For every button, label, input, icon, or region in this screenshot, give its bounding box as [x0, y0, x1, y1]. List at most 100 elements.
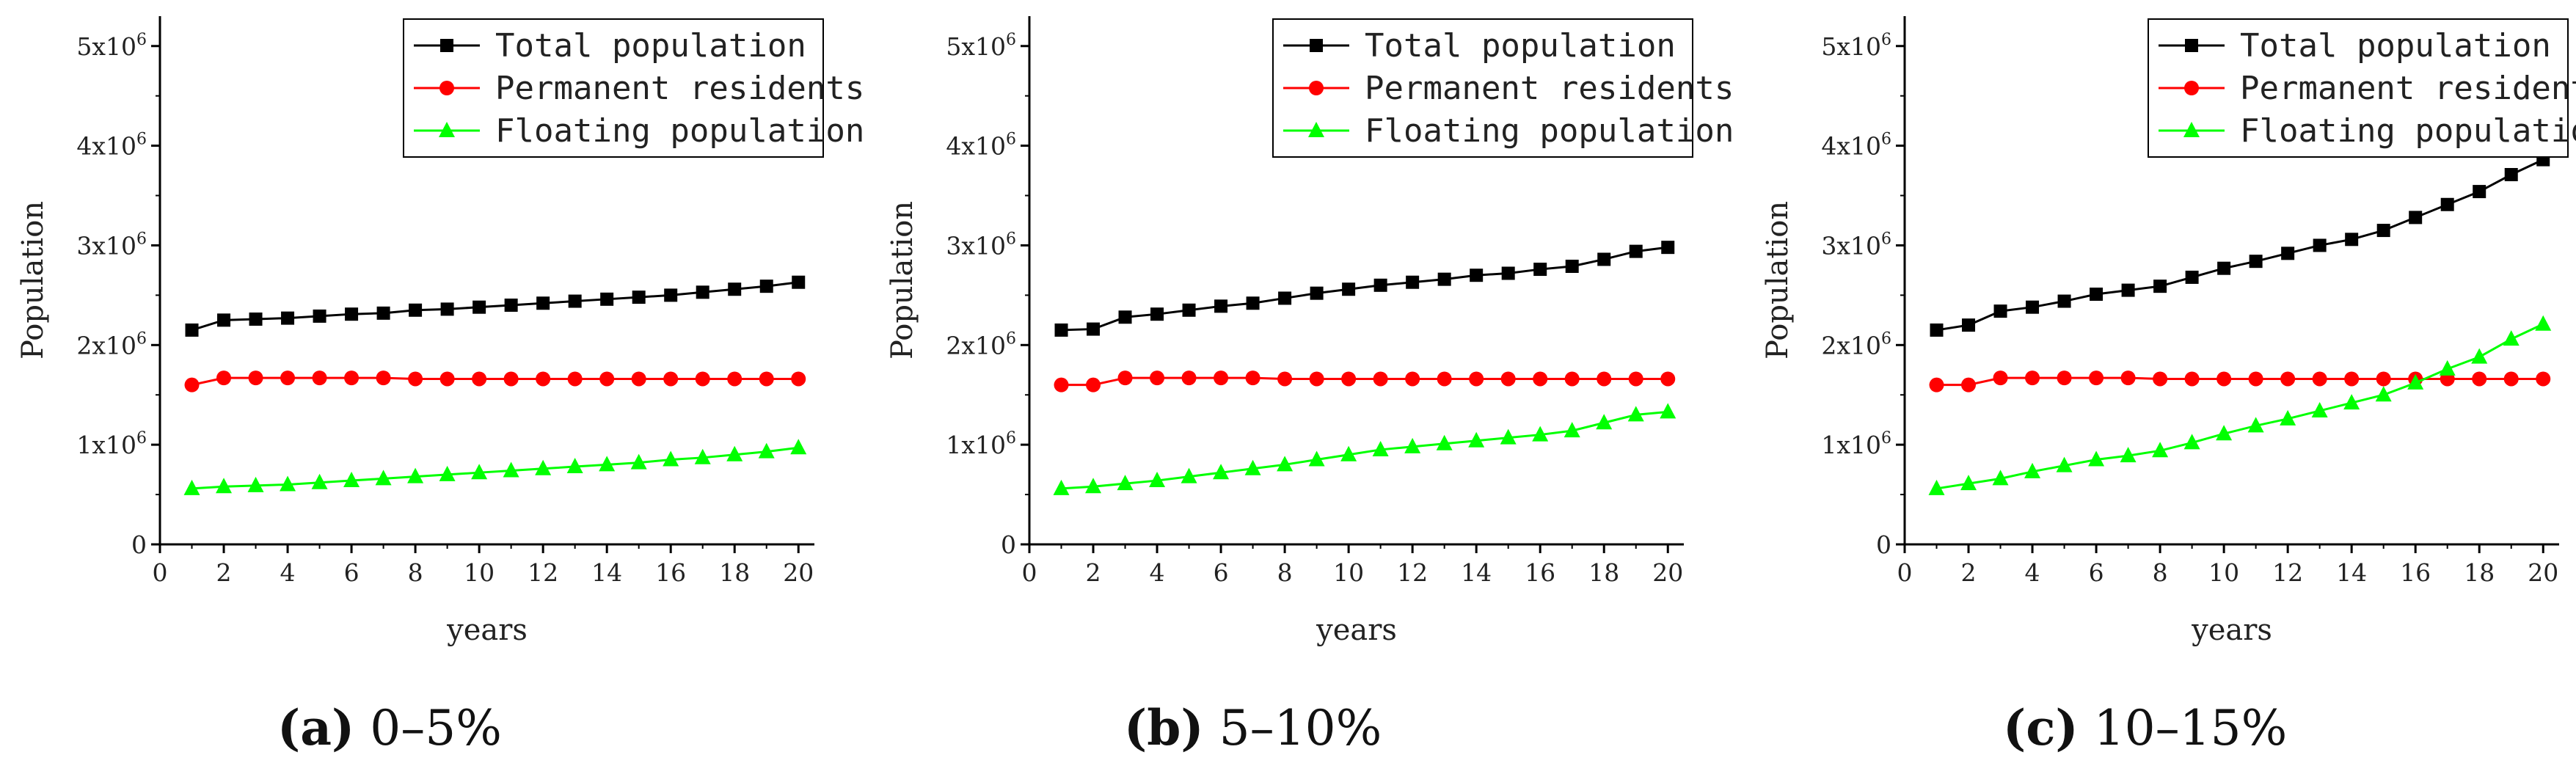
legend-swatch-marker-total-b: [1310, 39, 1323, 52]
point-floating-c: [2056, 456, 2073, 472]
x-tick-label-a: 8: [408, 558, 423, 587]
point-total-a: [504, 298, 518, 312]
point-total-a: [728, 282, 742, 296]
x-tick-label-c: 16: [2400, 558, 2431, 587]
point-permanent-a: [344, 370, 360, 386]
point-floating-c: [2407, 373, 2424, 390]
point-floating-a: [280, 475, 296, 492]
point-floating-a: [694, 448, 711, 464]
y-tick-label-base-c: 0: [1876, 530, 1891, 559]
x-tick-label-c: 4: [2025, 558, 2040, 587]
x-tick-label-b: 16: [1525, 558, 1555, 587]
point-floating-b: [1436, 434, 1453, 450]
point-floating-c: [1928, 479, 1945, 495]
y-tick-label-base-c: 2x10: [1821, 331, 1881, 359]
point-total-b: [1406, 275, 1420, 289]
point-permanent-b: [1437, 371, 1452, 387]
point-total-a: [440, 302, 454, 316]
x-tick-label-a: 20: [783, 558, 814, 587]
y-tick-label-c: 3x106: [1821, 230, 1891, 260]
point-floating-b: [1660, 403, 1676, 419]
y-tick-label-exp-b: 6: [1006, 230, 1016, 248]
point-permanent-b: [1500, 371, 1516, 387]
point-total-a: [632, 291, 646, 304]
y-tick-label-exp-b: 6: [1006, 429, 1016, 448]
point-total-c: [2121, 283, 2135, 297]
y-tick-label-a: 2x106: [76, 329, 147, 359]
y-tick-label-base-a: 2x10: [76, 331, 136, 359]
x-tick-label-b: 0: [1022, 558, 1037, 587]
point-total-a: [185, 323, 199, 337]
x-tick-label-b: 14: [1461, 558, 1492, 587]
point-floating-a: [471, 464, 488, 480]
legend-label-floating-c: Floating population: [2240, 112, 2576, 150]
point-total-b: [1597, 252, 1611, 266]
point-total-c: [1993, 304, 2007, 318]
y-tick-label-base-c: 5x10: [1821, 32, 1881, 61]
point-floating-b: [1468, 431, 1485, 448]
point-permanent-c: [2312, 371, 2327, 387]
caption-b-text: 5–10%: [1204, 700, 1382, 756]
y-tick-label-base-b: 2x10: [946, 331, 1006, 359]
point-permanent-c: [2025, 370, 2040, 386]
point-permanent-a: [376, 370, 391, 386]
legend-label-total-c: Total population: [2240, 27, 2551, 65]
y-tick-label-exp-a: 6: [136, 131, 147, 149]
point-permanent-c: [2280, 371, 2296, 387]
point-permanent-c: [1929, 377, 1944, 393]
caption-c-text: 10–15%: [2079, 700, 2288, 756]
point-permanent-b: [1660, 371, 1676, 387]
point-floating-a: [183, 479, 200, 495]
point-floating-c: [2120, 447, 2137, 463]
y-tick-label-exp-a: 6: [136, 31, 147, 49]
legend-label-floating-a: Floating population: [495, 112, 864, 150]
point-floating-a: [439, 465, 456, 481]
point-total-c: [2345, 233, 2359, 247]
point-floating-a: [758, 442, 775, 459]
point-permanent-c: [2376, 371, 2391, 387]
point-total-c: [2473, 185, 2486, 199]
point-floating-a: [663, 450, 679, 467]
point-permanent-a: [631, 371, 646, 387]
point-permanent-b: [1086, 377, 1101, 393]
y-tick-label-b: 5x106: [946, 31, 1016, 61]
x-tick-label-b: 6: [1214, 558, 1229, 587]
y-tick-label-base-b: 5x10: [946, 32, 1006, 61]
x-tick-label-a: 16: [655, 558, 686, 587]
caption-b-tag: (b): [1124, 699, 1204, 756]
point-total-c: [1930, 323, 1944, 337]
point-floating-a: [343, 472, 360, 488]
x-tick-label-b: 20: [1652, 558, 1683, 587]
point-permanent-a: [312, 370, 327, 386]
point-total-a: [600, 292, 614, 306]
point-floating-c: [2183, 434, 2200, 450]
point-floating-a: [216, 478, 233, 494]
y-tick-label-exp-c: 6: [1881, 31, 1891, 49]
x-tick-label-b: 18: [1588, 558, 1619, 587]
point-floating-b: [1404, 437, 1421, 453]
x-tick-label-c: 18: [2464, 558, 2495, 587]
point-permanent-b: [1181, 370, 1197, 386]
point-permanent-c: [1961, 377, 1977, 393]
legend-swatch-marker-permanent-a: [439, 81, 454, 95]
legend-swatch-marker-floating-c: [2183, 122, 2200, 137]
y-tick-label-exp-a: 6: [136, 230, 147, 248]
caption-a: (a) 0–5%: [277, 699, 502, 756]
point-permanent-c: [2536, 371, 2551, 387]
point-floating-b: [1532, 426, 1549, 442]
point-permanent-c: [2344, 371, 2360, 387]
caption-c-tag: (c): [2003, 699, 2079, 756]
y-axis-title-b: Population: [886, 201, 919, 359]
x-tick-label-c: 10: [2208, 558, 2239, 587]
point-total-b: [1087, 322, 1101, 336]
series-line-floating-c: [1936, 323, 2544, 490]
point-floating-b: [1277, 456, 1294, 472]
point-permanent-b: [1277, 371, 1293, 387]
point-floating-c: [2280, 409, 2296, 426]
y-tick-label-base-a: 5x10: [76, 32, 136, 61]
point-floating-c: [2152, 442, 2169, 458]
point-floating-b: [1149, 472, 1166, 488]
y-tick-label-exp-c: 6: [1881, 131, 1891, 149]
point-total-b: [1310, 286, 1324, 300]
point-permanent-b: [1469, 371, 1484, 387]
